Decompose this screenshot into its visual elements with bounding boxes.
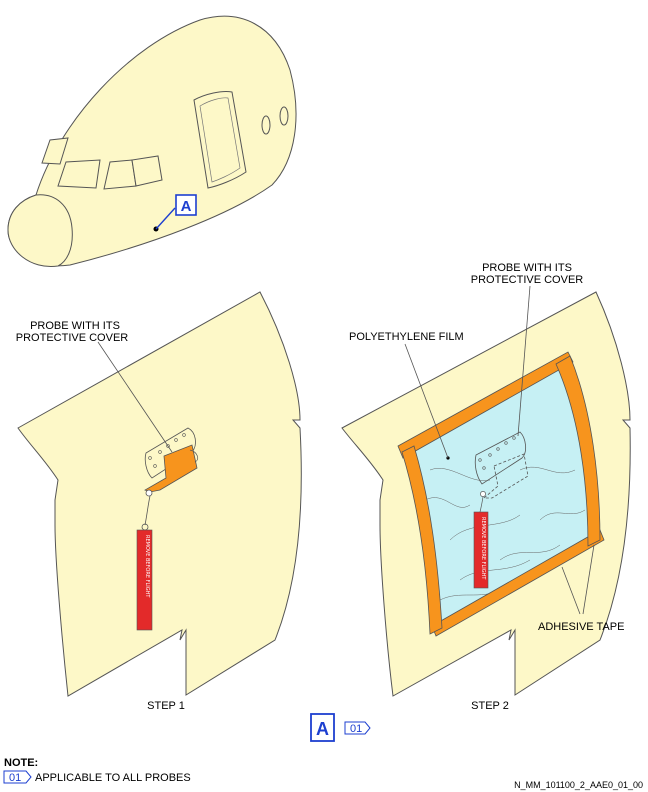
flag-01-text: 01 [350, 723, 362, 735]
streamer-text: REMOVE BEFORE FLIGHT [480, 517, 486, 580]
remove-before-flight-streamer: REMOVE BEFORE FLIGHT [136, 523, 153, 631]
note-text: APPLICABLE TO ALL PROBES [35, 772, 191, 784]
note-flag [3, 770, 32, 784]
detail-callout-box [175, 194, 197, 216]
adhesive-tape-strip [401, 445, 443, 635]
note-title: NOTE: [4, 757, 38, 769]
fuselage-skin-panel [17, 291, 302, 697]
remove-before-flight-streamer: REMOVE BEFORE FLIGHT [473, 511, 489, 589]
step2-caption: STEP 2 [471, 700, 509, 712]
document-id: N_MM_101100_2_AAE0_01_00 [514, 780, 643, 790]
cabin-window [261, 115, 271, 135]
adhesive-tape-label: ADHESIVE TAPE [538, 621, 624, 633]
detail-callout-letter: A [181, 198, 192, 215]
step1-probe-label: PROTECTIVE COVER [16, 332, 129, 344]
cockpit-window [41, 137, 69, 165]
nose-section-illustration: A [7, 15, 297, 267]
cockpit-window [131, 155, 163, 187]
step2-probe-label: PROTECTIVE COVER [471, 274, 584, 286]
polyethylene-film-label: POLYETHYLENE FILM [349, 331, 464, 343]
probe-cover [144, 444, 198, 493]
passenger-door [193, 91, 247, 189]
adhesive-tape-strip [431, 529, 605, 637]
detail-a-tag: A 01 [310, 713, 371, 742]
note-block: NOTE: 01 APPLICABLE TO ALL PROBES [3, 757, 191, 784]
streamer-text: REMOVE BEFORE FLIGHT [144, 535, 150, 598]
step2-panel: REMOVE BEFORE FLIGHT PROBE WITH ITS PROT… [341, 262, 631, 697]
step1-caption: STEP 1 [147, 700, 185, 712]
adhesive-tape-strip [555, 355, 601, 547]
cockpit-window [57, 159, 101, 189]
step1-probe-label: PROBE WITH ITS [30, 320, 120, 332]
cabin-window [279, 106, 289, 126]
note-flag-text: 01 [9, 772, 21, 784]
flag-01 [344, 721, 371, 735]
detail-a-letter: A [316, 719, 329, 739]
adhesive-tape-strip [397, 351, 574, 459]
step1-panel: REMOVE BEFORE FLIGHT PROBE WITH ITS PROT… [16, 291, 302, 697]
step2-probe-label: PROBE WITH ITS [482, 262, 572, 274]
